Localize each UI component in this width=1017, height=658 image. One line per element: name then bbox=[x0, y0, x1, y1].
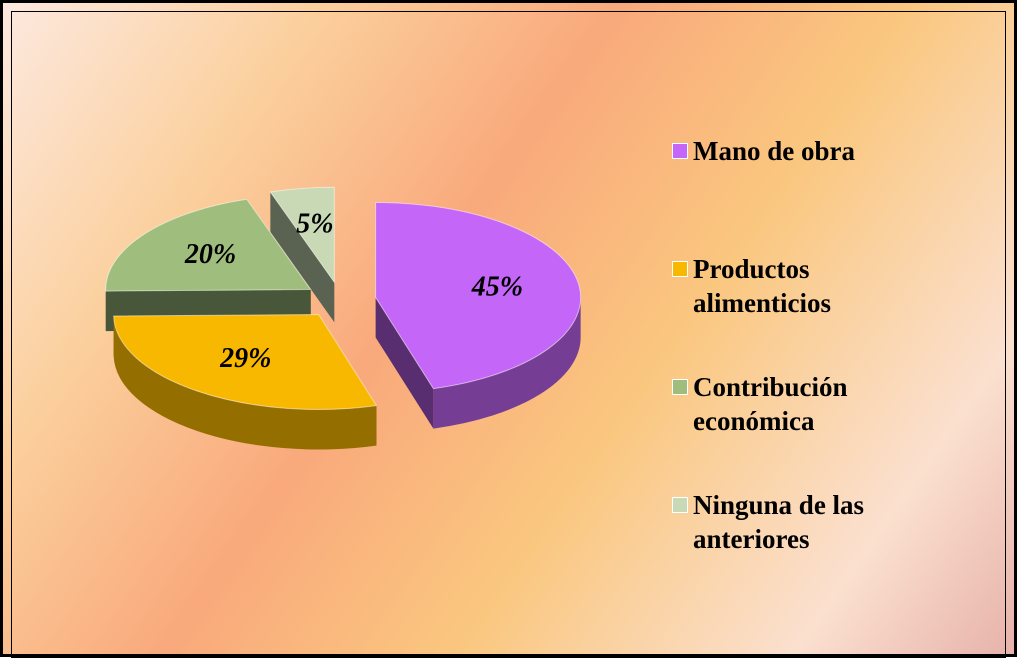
value-label: 29% bbox=[219, 343, 271, 374]
slice bbox=[376, 202, 581, 428]
value-label: 45% bbox=[471, 272, 523, 303]
slice bbox=[114, 314, 377, 449]
legend-label: Contribución económica bbox=[693, 370, 923, 438]
legend-label: Mano de obra bbox=[693, 134, 923, 168]
legend-label: Productos alimenticios bbox=[693, 252, 923, 320]
legend-swatch bbox=[672, 497, 688, 513]
legend-swatch bbox=[672, 379, 688, 395]
legend-swatch bbox=[672, 261, 688, 277]
legend-swatch bbox=[672, 143, 688, 159]
value-label: 20% bbox=[184, 239, 236, 270]
value-label: 5% bbox=[296, 208, 333, 239]
legend-label: Ninguna de las anteriores bbox=[693, 488, 923, 556]
